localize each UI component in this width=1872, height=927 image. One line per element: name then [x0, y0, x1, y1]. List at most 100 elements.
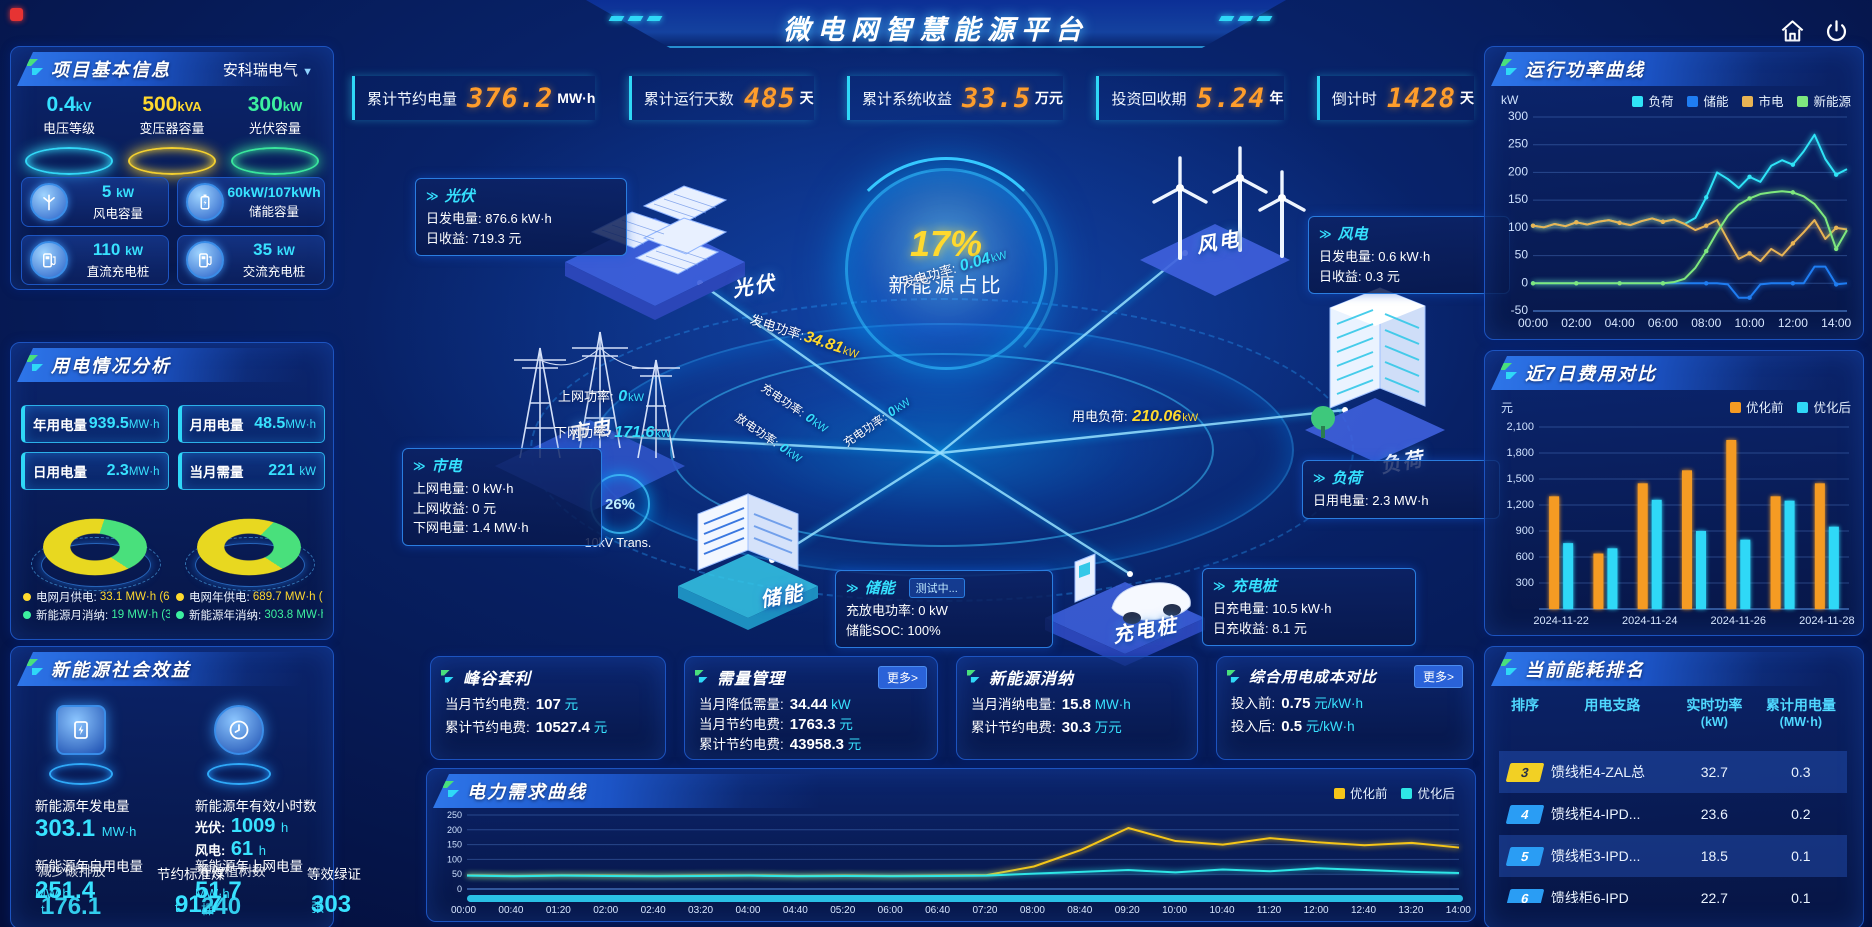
gauge-pv-capacity: 300kW 光伏容量: [225, 93, 325, 175]
card-dc-charger: 110 kW 直流充电桩: [21, 235, 169, 285]
svg-text:06:00: 06:00: [1648, 316, 1678, 330]
arrow-icon: ≫: [1313, 470, 1326, 485]
kpi-bar: 累计节约电量 376.2 MW·h 累计运行天数 485 天 累计系统收益 33.5 万元 …: [352, 76, 1474, 120]
charger-info-box: ≫ 充电桩 日充电量: 10.5 kW·h 日充收益: 8.1 元: [1202, 568, 1416, 646]
donut-legend: 电网月供电: 33.1 MW·h (64%) 电网年供电: 689.7 MW·h…: [23, 589, 323, 623]
flow-load-power: 用电负荷: 210.06kW: [1072, 408, 1199, 425]
donut-chart: [197, 518, 301, 576]
load-info-box: ≫ 负荷 日用电量: 2.3 MW·h: [1302, 460, 1500, 519]
svg-text:50: 50: [452, 869, 462, 879]
arrow-icon: ≫: [1213, 578, 1226, 593]
storage-info-box: ≫ 储能 测试中... 充放电功率: 0 kW 储能SOC: 100%: [835, 570, 1053, 648]
svg-text:250: 250: [447, 811, 462, 820]
gen-value: 303.1 MW·h: [35, 815, 137, 842]
panel-corner-icon: [1227, 669, 1240, 682]
x-tick-label: 01:20: [545, 905, 571, 916]
panel-header: 当前能耗排名: [1491, 652, 1857, 686]
svg-text:-50: -50: [1511, 303, 1529, 317]
storage-status-badge: 测试中...: [908, 577, 965, 598]
legend-item: 优化前: [1333, 783, 1387, 802]
stat-day-usage: 日用电量 2.3MW·h: [21, 452, 169, 490]
dc-charger-icon: [30, 241, 68, 279]
wind-turbine-icon: [30, 183, 68, 221]
legend-item: 优化后: [1401, 783, 1455, 802]
donut-month-share: [25, 489, 165, 591]
kpi-payback-period: 投资回收期 5.24 年: [1096, 76, 1284, 120]
pv-hours: 光伏: 1009 h: [195, 815, 289, 837]
panel-usage-analysis: 用电情况分析 年用电量 939.5MW·h 月用电量 48.5MW·h 日用电量 2.…: [10, 342, 334, 640]
wind-hours: 风电: 61 h: [195, 838, 266, 860]
gauge-ring: [128, 147, 216, 175]
cost-bar-chart: 300 600 900 1,200 1,500 1,800 2,100 2024-11-22 2…: [1506, 421, 1854, 627]
panel-7day-cost: 近7日费用对比 优化前 优化后 元 300 600 900 1,200 1,500 1,8…: [1484, 350, 1864, 636]
svg-text:200: 200: [447, 825, 462, 835]
y-axis-unit: kW: [1501, 93, 1519, 107]
panel-corner-icon: [967, 670, 980, 683]
pv-info-box: ≫ 光伏 日发电量: 876.6 kW·h 日收益: 719.3 元: [415, 178, 627, 256]
company-dropdown[interactable]: 安科瑞电气 ▼: [222, 61, 313, 79]
panel-corner-icon: [1501, 659, 1517, 675]
svg-text:600: 600: [1516, 551, 1534, 563]
svg-text:10:00: 10:00: [1735, 316, 1765, 330]
x-tick-label: 05:20: [830, 905, 856, 916]
svg-text:150: 150: [447, 840, 462, 850]
svg-text:900: 900: [1516, 525, 1534, 537]
svg-text:100: 100: [447, 854, 462, 864]
panel-social-benefit: 新能源社会效益 新能源年发电量 303.1 MW·h 新能源年有效小时数 光伏:…: [10, 646, 361, 927]
power-icon[interactable]: [1823, 18, 1850, 45]
stat-month-usage: 月用电量 48.5MW·h: [177, 405, 325, 443]
capacity-gauges: 0.4kV 电压等级 500kVA 变压器容量 300kW 光伏容量: [19, 93, 325, 175]
chevron-down-icon: ▼: [302, 65, 313, 78]
legend-item: 新能源月消纳: 19 MW·h (36%): [23, 607, 170, 623]
svg-text:00:00: 00:00: [1518, 316, 1548, 330]
table-row[interactable]: 5 馈线柜3-IPD... 18.5 0.1: [1499, 835, 1847, 877]
table-row[interactable]: 6 馈线柜6-IPD 22.7 0.1: [1499, 877, 1847, 903]
more-button[interactable]: 更多>: [1413, 665, 1463, 688]
chart-zoom-slider[interactable]: [467, 895, 1463, 902]
arrow-icon: ≫: [1319, 226, 1332, 241]
more-button[interactable]: 更多>: [877, 665, 927, 689]
panel-header: 近7日费用对比: [1491, 356, 1857, 390]
arrow-icon: ≫: [426, 188, 439, 203]
svg-text:12:00: 12:00: [1778, 316, 1808, 330]
table-row[interactable]: 4 馈线柜4-IPD... 23.6 0.2: [1499, 793, 1847, 835]
demand-legend: 优化前 优化后: [1333, 783, 1455, 802]
hours-label: 新能源年有效小时数: [195, 799, 317, 814]
kpi-run-days: 累计运行天数 485 天: [628, 76, 814, 120]
x-tick-label: 02:00: [593, 905, 619, 916]
demand-x-axis-labels: 00:00 00:40 01:20 02:00 02:40 03:20 04:00 04:40…: [451, 905, 1471, 916]
power-curve-legend: 负荷 储能 市电 新能源: [1632, 91, 1851, 110]
flow-grid-download: 下网功率: 171.6kW: [554, 424, 672, 441]
wind-turbines-3d-icon: [1140, 146, 1306, 296]
panel-corner-icon: [1501, 59, 1517, 75]
x-tick-label: 13:20: [1398, 905, 1424, 916]
table-row[interactable]: 3 馈线柜4-ZAL总 32.7 0.3: [1499, 751, 1847, 793]
arrow-icon: ≫: [846, 580, 859, 595]
card-storage-capacity: 60kW/107kWh 储能容量: [177, 177, 325, 227]
svg-text:150: 150: [1508, 192, 1528, 206]
x-tick-label: 12:40: [1350, 905, 1377, 916]
x-tick-label: 00:00: [451, 905, 477, 916]
gauge-voltage: 0.4kV 电压等级: [19, 93, 119, 175]
battery-icon: [186, 183, 224, 221]
renewable-share-orb: 17% 新能源占比: [834, 157, 1058, 381]
flow-feedin-power: 上网功率: 0kW: [558, 388, 645, 405]
panel-corner-icon: [27, 59, 43, 75]
kpi-total-income: 累计系统收益 33.5 万元: [847, 76, 1063, 120]
wind-info-box: ≫ 风电 日发电量: 0.6 kW·h 日收益: 0.3 元: [1308, 216, 1510, 294]
card-wind-capacity: 5 kW 风电容量: [21, 177, 169, 227]
x-tick-label: 04:00: [735, 905, 761, 916]
status-indicator: [10, 8, 23, 21]
gauge-ring: [25, 147, 113, 175]
panel-demand-management: 需量管理 更多> 当月降低需量: 34.44 kW 当月节约电费: 1763.3 元 …: [684, 656, 938, 760]
power-curve-chart: -50 0 50 100 150 200 250 300 00:00 02:00 04:00 06:0…: [1508, 109, 1852, 330]
home-icon[interactable]: [1779, 18, 1806, 45]
x-tick-label: 04:40: [782, 905, 808, 916]
svg-text:250: 250: [1508, 137, 1528, 151]
header-banner: [586, 0, 1286, 48]
donut-year-share: [179, 489, 319, 591]
x-tick-label: 02:40: [640, 905, 666, 916]
x-tick-label: 10:00: [1162, 905, 1188, 916]
svg-text:08:00: 08:00: [1691, 316, 1721, 330]
svg-text:02:00: 02:00: [1561, 316, 1591, 330]
